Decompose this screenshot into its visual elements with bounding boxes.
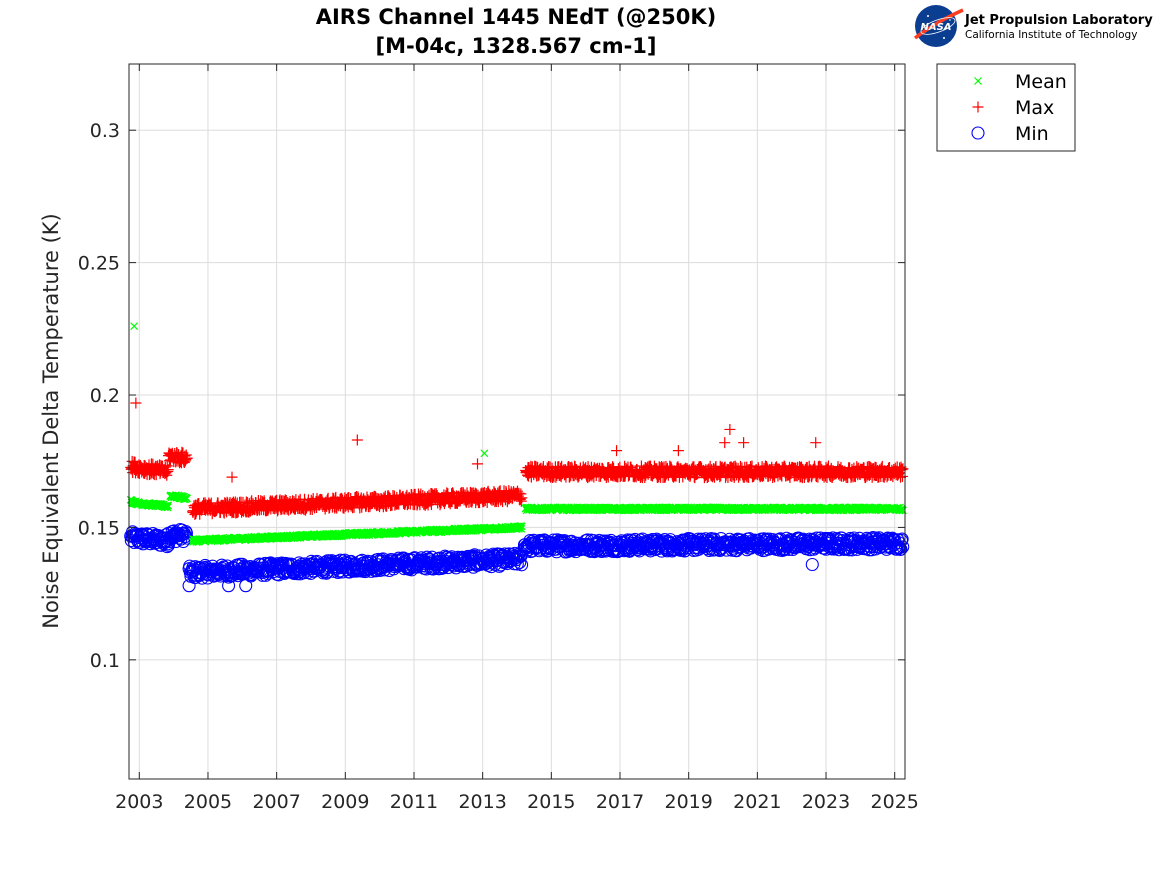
legend-label: Min bbox=[1015, 123, 1049, 145]
min-point bbox=[513, 555, 527, 569]
jpl-logo: NASA Jet Propulsion Laboratory Californi… bbox=[913, 5, 1153, 47]
grid bbox=[129, 64, 905, 779]
x-tick-label: 2021 bbox=[733, 791, 781, 813]
x-tick-label: 2023 bbox=[802, 791, 850, 813]
min-point bbox=[510, 557, 524, 571]
min-outlier-point bbox=[222, 579, 236, 593]
legend: Mean Max Min bbox=[936, 63, 1076, 152]
mean-point bbox=[183, 494, 191, 503]
x-tick-label: 2013 bbox=[458, 791, 506, 813]
y-tick-label: 0.15 bbox=[78, 517, 120, 539]
mean-point bbox=[164, 501, 173, 510]
min-outlier-point bbox=[805, 557, 819, 572]
x-tick-label: 2011 bbox=[390, 791, 438, 813]
mean-point bbox=[517, 524, 526, 533]
mean-point bbox=[856, 506, 865, 515]
y-tick-label: 0.3 bbox=[90, 120, 120, 142]
legend-label: Mean bbox=[1015, 71, 1067, 93]
y-tick-label: 0.1 bbox=[90, 650, 120, 672]
min-point bbox=[896, 540, 910, 554]
min-point bbox=[895, 532, 909, 546]
mean-point bbox=[163, 503, 172, 512]
mean-outlier-point bbox=[480, 449, 489, 458]
mean-outlier-point bbox=[130, 322, 139, 331]
mean-point bbox=[517, 522, 526, 531]
series-mean bbox=[126, 322, 907, 547]
x-tick-label: 2019 bbox=[665, 791, 713, 813]
x-tick-label: 2017 bbox=[596, 791, 644, 813]
min-outlier-point bbox=[182, 579, 196, 593]
x-tick-label: 2003 bbox=[115, 791, 163, 813]
nasa-badge-text: NASA bbox=[920, 22, 951, 33]
min-point bbox=[627, 534, 641, 548]
y-tick-label: 0.2 bbox=[90, 385, 120, 407]
legend-label: Max bbox=[1015, 97, 1054, 119]
max-point bbox=[181, 452, 193, 464]
min-point bbox=[894, 542, 908, 556]
x-tick-label: 2009 bbox=[321, 791, 369, 813]
org-name: Jet Propulsion Laboratory bbox=[964, 13, 1153, 28]
min-outlier-point bbox=[239, 579, 253, 593]
x-tick-label: 2007 bbox=[252, 791, 300, 813]
min-point bbox=[888, 533, 902, 547]
series-min bbox=[124, 523, 910, 593]
x-tick-label: 2015 bbox=[527, 791, 575, 813]
min-point bbox=[515, 558, 529, 572]
chart-title: AIRS Channel 1445 NEdT (@250K) bbox=[316, 5, 717, 29]
org-subtitle: California Institute of Technology bbox=[965, 29, 1137, 41]
mean-point bbox=[163, 501, 172, 510]
nasa-meatball-icon: NASA bbox=[913, 5, 964, 47]
y-tick-label: 0.25 bbox=[78, 253, 120, 275]
chart-subtitle: [M-04c, 1328.567 cm-1] bbox=[376, 34, 657, 58]
y-axis-label: Noise Equivalent Delta Temperature (K) bbox=[39, 213, 63, 629]
x-tick-label: 2025 bbox=[871, 791, 919, 813]
min-point bbox=[179, 526, 193, 540]
max-point bbox=[162, 464, 174, 476]
series-max bbox=[125, 397, 909, 520]
plot-data bbox=[124, 322, 910, 593]
x-tick-label: 2005 bbox=[184, 791, 232, 813]
